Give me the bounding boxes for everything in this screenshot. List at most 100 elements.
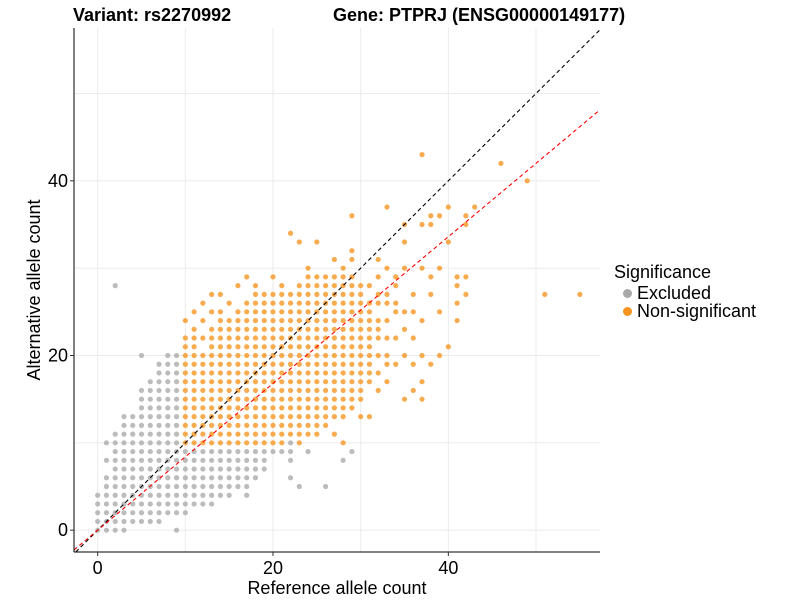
data-point: [130, 457, 136, 463]
data-point: [147, 431, 153, 437]
data-point: [419, 221, 425, 228]
data-point: [191, 379, 197, 385]
data-point: [156, 518, 162, 525]
data-point: [173, 387, 180, 394]
data-point: [95, 492, 101, 498]
data-point: [463, 221, 469, 228]
data-point: [323, 291, 329, 297]
data-point: [147, 396, 153, 402]
data-point: [270, 422, 276, 428]
data-point: [261, 379, 267, 385]
data-point: [323, 396, 329, 402]
data-point: [235, 379, 241, 385]
x-tick-label: 0: [93, 558, 103, 578]
data-point: [156, 387, 162, 394]
data-point: [436, 213, 443, 219]
data-point: [209, 457, 215, 463]
data-point: [279, 361, 285, 367]
data-point: [375, 317, 381, 324]
data-point: [305, 414, 311, 420]
data-point: [244, 317, 250, 324]
data-point: [244, 361, 250, 367]
data-point: [279, 291, 285, 297]
data-point: [261, 440, 267, 446]
data-point: [419, 317, 425, 324]
data-point: [279, 379, 285, 385]
data-point: [331, 317, 337, 324]
data-point: [130, 414, 136, 420]
data-point: [287, 317, 294, 324]
data-point: [156, 440, 162, 446]
data-point: [165, 352, 171, 359]
data-point: [349, 317, 355, 324]
data-point: [287, 361, 294, 367]
data-point: [217, 379, 224, 385]
data-point: [375, 326, 381, 332]
data-point: [375, 300, 381, 306]
data-point: [305, 379, 311, 385]
data-point: [252, 326, 259, 332]
data-point: [252, 344, 259, 350]
data-point: [112, 457, 118, 463]
data-point: [323, 344, 329, 350]
legend-dot-excluded: [623, 288, 632, 298]
data-point: [226, 466, 232, 472]
data-point: [252, 291, 259, 297]
data-point: [138, 405, 145, 411]
data-point: [305, 431, 311, 437]
data-point: [349, 370, 355, 376]
data-point: [296, 370, 302, 376]
data-point: [296, 483, 302, 490]
data-point: [296, 291, 302, 297]
data-point: [410, 361, 416, 367]
data-point: [156, 370, 162, 376]
data-point: [323, 309, 329, 315]
data-point: [279, 414, 285, 420]
data-point: [358, 379, 364, 385]
data-point: [112, 501, 118, 507]
data-point: [314, 239, 320, 245]
data-point: [287, 379, 294, 385]
data-point: [340, 405, 346, 411]
data-point: [252, 440, 259, 446]
data-point: [375, 370, 381, 376]
data-point: [217, 448, 224, 455]
data-point: [349, 352, 355, 359]
data-point: [419, 379, 425, 385]
data-point: [191, 414, 197, 420]
data-point: [340, 265, 346, 271]
data-point: [209, 492, 215, 498]
data-point: [349, 405, 355, 411]
data-point: [340, 370, 346, 376]
legend-item-excluded: Excluded: [614, 283, 756, 303]
data-point: [261, 317, 267, 324]
data-point: [279, 370, 285, 376]
data-point: [287, 457, 294, 463]
data-point: [209, 291, 215, 297]
legend-dot-non-significant: [623, 306, 632, 316]
data-point: [384, 265, 390, 271]
data-point: [121, 510, 127, 516]
y-tick-label: 0: [58, 520, 68, 540]
data-point: [349, 256, 355, 263]
data-point: [130, 466, 136, 472]
data-point: [323, 422, 329, 428]
data-point: [217, 370, 224, 376]
data-point: [340, 352, 346, 359]
series-non-significant: [182, 152, 583, 446]
data-point: [366, 352, 373, 359]
data-point: [331, 370, 337, 376]
data-point: [226, 431, 232, 437]
data-point: [200, 475, 206, 481]
data-point: [252, 466, 259, 472]
data-point: [270, 335, 276, 341]
x-axis-label: Reference allele count: [247, 578, 426, 598]
y-tick-label: 40: [48, 171, 68, 191]
data-point: [226, 335, 232, 341]
data-point: [252, 352, 259, 359]
data-point: [261, 309, 267, 315]
data-point: [130, 518, 136, 525]
data-point: [200, 352, 206, 359]
data-point: [226, 405, 232, 411]
data-point: [428, 361, 434, 367]
